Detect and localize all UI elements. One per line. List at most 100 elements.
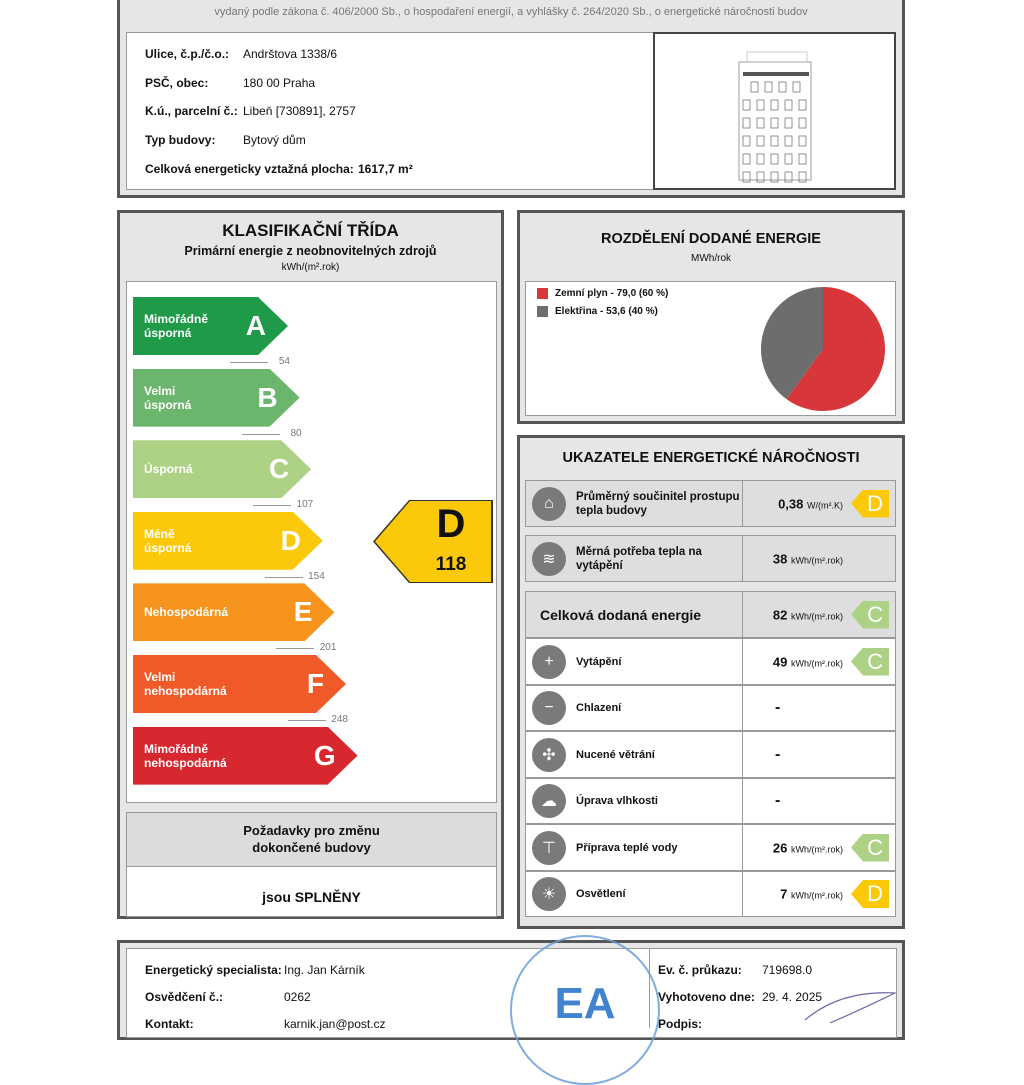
class-bar-b: Velmi úsporná B [133, 369, 300, 427]
faucet-icon: ⊤ [532, 830, 566, 865]
field-value: 180 00 Praha [243, 76, 316, 90]
indicators-title: UKAZATELE ENERGETICKÉ NÁROČNOSTI [562, 450, 860, 466]
class-bar-c: Úsporná C [133, 440, 311, 498]
indicator-name: Příprava teplé vody [576, 841, 678, 854]
bulb-icon: ☀ [532, 877, 566, 911]
class-tag: D [851, 489, 889, 518]
sign-label: Podpis: [658, 1017, 702, 1031]
contact-value[interactable]: karnik.jan@post.cz [284, 1017, 386, 1031]
class-letter: E [293, 596, 313, 628]
indicator-unit: kWh/(m².rok) [791, 555, 843, 565]
indicator-value: - [775, 745, 781, 763]
class-label: Mimořádně nehospodárná [144, 741, 227, 770]
indicator-row: + Vytápění 49 kWh/(m².rok) C [525, 638, 896, 685]
building-drawing [738, 51, 812, 183]
indicator-name: Úprava vlhkosti [576, 795, 658, 807]
indicator-name: Vytápění [576, 655, 622, 668]
signature [804, 992, 898, 1024]
class-tag: C [851, 647, 889, 676]
field-value: Libeň [730891], 2757 [243, 104, 356, 118]
indicator-value: 49 [772, 654, 788, 669]
fan-icon: ✣ [532, 737, 566, 772]
class-label: Mimořádně úsporná [144, 312, 209, 340]
indicator-name: Chlazení [576, 702, 622, 714]
class-label: Velmi nehospodárná [144, 670, 227, 698]
threshold-label: 54 [229, 356, 290, 367]
field-label: Typ budovy: [145, 133, 216, 147]
class-bar-a: Mimořádně úsporná A [133, 297, 288, 355]
threshold-label: 154 [265, 570, 325, 582]
classification-subtitle: Primární energie z neobnovitelných zdroj… [184, 244, 437, 258]
class-letter: A [245, 310, 266, 341]
indicator-value: 38 [772, 551, 788, 566]
indicator-name: Nucené větrání [576, 748, 655, 761]
classification-title: KLASIFIKAČNÍ TŘÍDA [222, 221, 399, 240]
pie-slice [761, 287, 823, 400]
cert-value: 0262 [284, 990, 311, 1004]
indicator-row: ⌂ Průměrný součinitel prostupu tepla bud… [525, 480, 896, 527]
class-label: Velmi úsporná [144, 383, 192, 412]
indicator-value: 82 [772, 607, 788, 622]
indicator-name: Celková dodaná energie [540, 606, 702, 623]
field-value: Bytový dům [243, 133, 306, 147]
area-value: 1617,7 m² [358, 162, 413, 176]
class-label: Méně úsporná [144, 526, 192, 555]
thermometer-minus-icon: − [532, 691, 566, 725]
field-label: Ulice, č.p./č.o.: [145, 47, 230, 61]
indicator-unit: W/(m².K) [807, 500, 843, 510]
class-bar-e: Nehospodárná E [133, 583, 334, 641]
indicator-name: Měrná potřeba tepla na vytápění [576, 545, 702, 572]
indicator-row: ✣ Nucené větrání - [525, 731, 896, 778]
legend-swatch [537, 306, 548, 317]
ev-label: Ev. č. průkazu: [658, 963, 742, 977]
class-tag: D [851, 880, 889, 908]
requirements-status-box: jsou SPLNĚNY [126, 866, 497, 917]
heat-thermometer-icon: ≋ [532, 541, 566, 576]
threshold-label: 107 [253, 499, 314, 511]
requirements-status: jsou SPLNĚNY [262, 889, 361, 905]
stamp: EA [510, 935, 660, 1085]
class-bar-f: Velmi nehospodárná F [133, 655, 346, 713]
stamp-logo: EA [554, 979, 616, 1028]
building-image [653, 32, 896, 190]
indicator-name: Průměrný součinitel prostupu tepla budov… [576, 490, 740, 517]
area-label: Celková energeticky vztažná plocha: [145, 162, 354, 176]
field-label: K.ú., parcelní č.: [145, 104, 238, 118]
class-bar-g: Mimořádně nehospodárná G [133, 727, 358, 785]
date-label: Vyhotoveno dne: [658, 990, 755, 1004]
class-label: Úsporná [144, 462, 193, 477]
indicator-row: Celková dodaná energie 82 kWh/(m².rok) C [525, 591, 896, 638]
class-letter: D [280, 524, 301, 556]
requirements-title: Požadavky pro změnu dokončené budovy [243, 823, 380, 855]
indicator-row: ☀ Osvětlení 7 kWh/(m².rok) D [525, 871, 896, 917]
legend-label: Elektřina - 53,6 (40 %) [555, 306, 658, 317]
class-letter: C [268, 453, 290, 485]
threshold-label: 248 [288, 714, 348, 725]
field-label: PSČ, obec: [145, 76, 209, 90]
result-letter: D [436, 502, 466, 546]
class-tag: C [851, 600, 889, 629]
legend-swatch [537, 288, 548, 299]
indicator-unit: kWh/(m².rok) [791, 844, 843, 854]
date-value: 29. 4. 2025 [762, 990, 823, 1004]
class-letter: G [313, 739, 336, 771]
legend-item: Zemní plyn - 79,0 (60 %) [537, 288, 668, 299]
legend-item: Elektřina - 53,6 (40 %) [537, 306, 658, 317]
classification-unit: kWh/(m².rok) [281, 262, 340, 273]
cert-label: Osvědčení č.: [145, 990, 224, 1004]
indicator-value: - [775, 699, 781, 716]
ev-value: 719698.0 [762, 963, 813, 977]
house-icon: ⌂ [532, 486, 566, 521]
requirements-header: Požadavky pro změnu dokončené budovy [126, 812, 497, 867]
contact-label: Kontakt: [145, 1017, 194, 1031]
threshold-label: 80 [241, 427, 302, 439]
specialist-label: Energetický specialista: [145, 963, 282, 977]
class-letter: B [257, 381, 278, 413]
indicator-name: Osvětlení [576, 888, 626, 900]
indicator-value: - [775, 792, 781, 809]
distribution-title: ROZDĚLENÍ DODANÉ ENERGIE [601, 231, 821, 247]
class-tag: C [851, 833, 889, 862]
indicator-unit: kWh/(m².rok) [791, 611, 843, 621]
indicator-row: ⊤ Příprava teplé vody 26 kWh/(m².rok) C [525, 824, 896, 871]
class-label: Nehospodárná [144, 605, 229, 620]
